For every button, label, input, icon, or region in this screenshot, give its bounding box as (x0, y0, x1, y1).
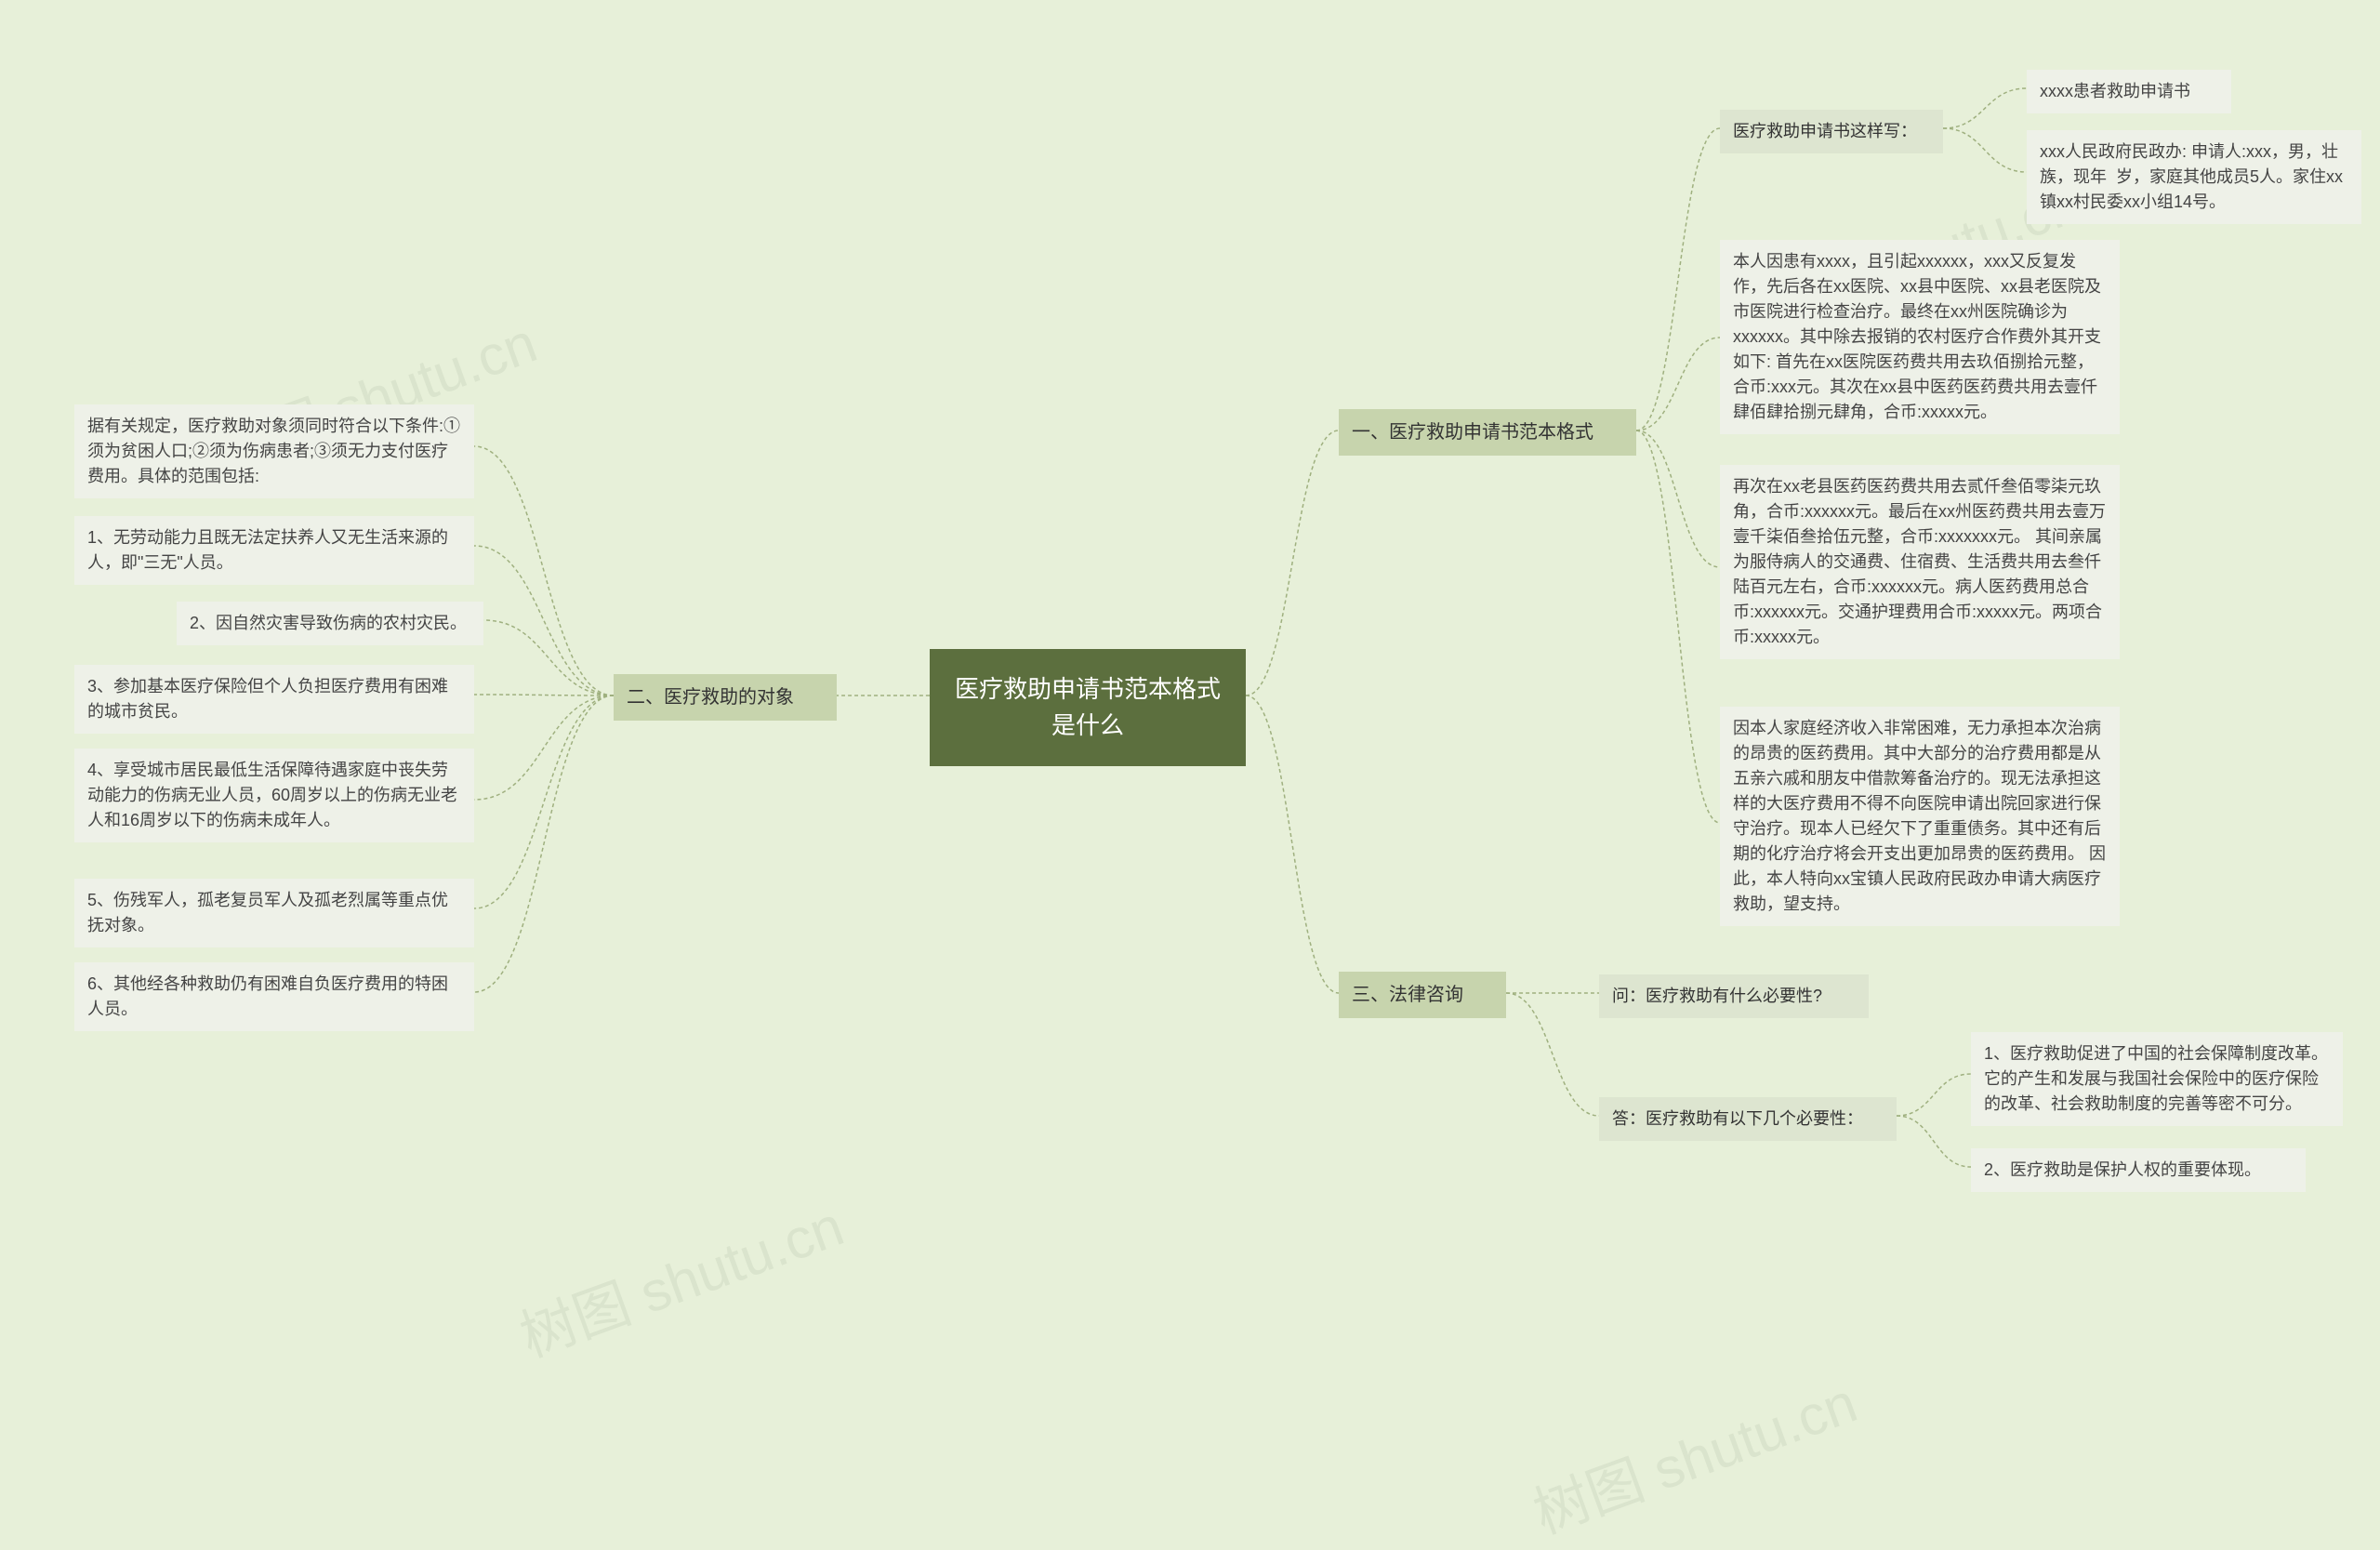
leaf-1-1b[interactable]: xxx人民政府民政办: 申请人:xxx，男，壮族，现年 岁，家庭其他成员5人。家… (2027, 130, 2361, 224)
leaf-1-4[interactable]: 因本人家庭经济收入非常困难，无力承担本次治病的昂贵的医药费用。其中大部分的治疗费… (1720, 707, 2120, 926)
leaf-2-1[interactable]: 1、无劳动能力且既无法定扶养人又无生活来源的人，即"三无"人员。 (74, 516, 474, 585)
sub-3-2[interactable]: 答：医疗救助有以下几个必要性： (1599, 1097, 1897, 1141)
leaf-2-3[interactable]: 3、参加基本医疗保险但个人负担医疗费用有困难的城市贫民。 (74, 665, 474, 734)
watermark: 树图 shutu.cn (508, 1181, 853, 1372)
branch-1[interactable]: 一、医疗救助申请书范本格式 (1339, 409, 1636, 456)
leaf-2-0[interactable]: 据有关规定，医疗救助对象须同时符合以下条件:①须为贫困人口;②须为伤病患者;③须… (74, 404, 474, 498)
sub-1-1[interactable]: 医疗救助申请书这样写： (1720, 110, 1943, 153)
leaf-3-2b[interactable]: 2、医疗救助是保护人权的重要体现。 (1971, 1148, 2306, 1192)
leaf-2-4[interactable]: 4、享受城市居民最低生活保障待遇家庭中丧失劳动能力的伤病无业人员，60周岁以上的… (74, 749, 474, 842)
leaf-3-2a[interactable]: 1、医疗救助促进了中国的社会保障制度改革。它的产生和发展与我国社会保险中的医疗保… (1971, 1032, 2343, 1126)
leaf-2-2[interactable]: 2、因自然灾害导致伤病的农村灾民。 (177, 602, 483, 645)
leaf-1-1a[interactable]: xxxx患者救助申请书 (2027, 70, 2231, 113)
center-node[interactable]: 医疗救助申请书范本格式 是什么 (930, 649, 1246, 766)
leaf-1-2[interactable]: 本人因患有xxxx，且引起xxxxxx，xxx又反复发作，先后各在xx医院、xx… (1720, 240, 2120, 434)
sub-3-1[interactable]: 问：医疗救助有什么必要性? (1599, 974, 1869, 1018)
leaf-2-6[interactable]: 6、其他经各种救助仍有困难自负医疗费用的特困人员。 (74, 962, 474, 1031)
branch-2[interactable]: 二、医疗救助的对象 (614, 674, 837, 721)
leaf-2-5[interactable]: 5、伤残军人，孤老复员军人及孤老烈属等重点优抚对象。 (74, 879, 474, 947)
branch-3[interactable]: 三、法律咨询 (1339, 972, 1506, 1018)
leaf-1-3[interactable]: 再次在xx老县医药医药费共用去贰仟叁佰零柒元玖角，合币:xxxxxx元。最后在x… (1720, 465, 2120, 659)
watermark: 树图 shutu.cn (1521, 1358, 1866, 1549)
